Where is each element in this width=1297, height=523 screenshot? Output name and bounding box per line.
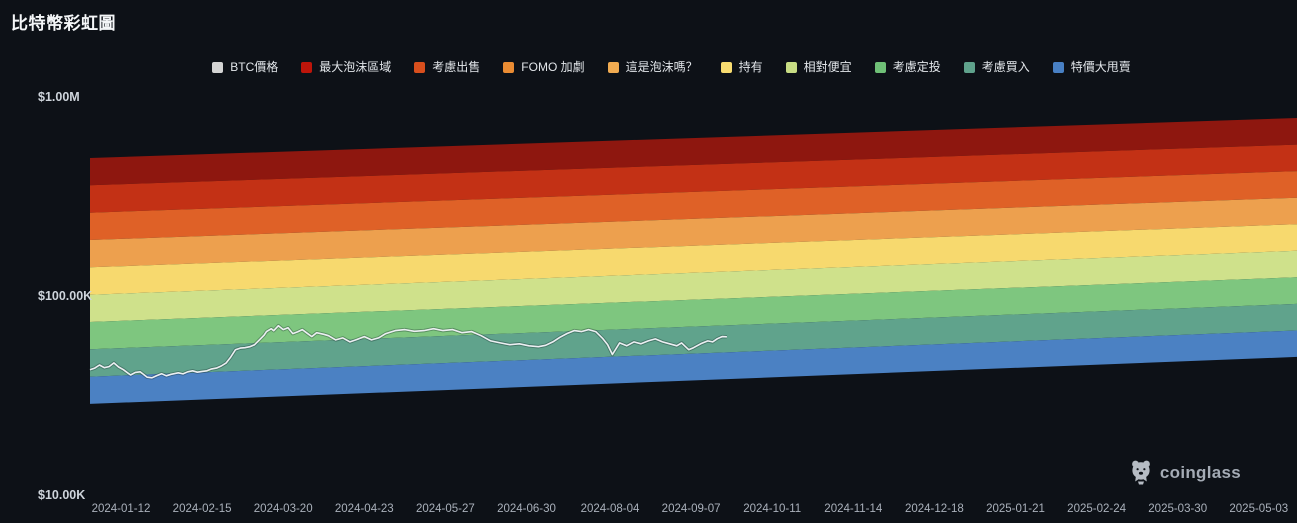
legend-item-1[interactable]: BTC價格 xyxy=(212,61,278,73)
x-axis-label: 2025-05-03 xyxy=(1229,503,1289,515)
y-axis-label: $10.00K xyxy=(38,488,86,502)
legend-swatch-icon xyxy=(785,61,797,73)
y-axis-label: $1.00M xyxy=(38,90,80,104)
legend-item-label: FOMO 加劇 xyxy=(521,60,585,74)
rainbow-band-1 xyxy=(90,118,1297,186)
legend-item-5[interactable]: 這是泡沫嗎？ xyxy=(607,60,698,74)
rainbow-band-8 xyxy=(90,303,1297,377)
rainbow-band-3 xyxy=(90,171,1297,240)
legend-item-label: 相對便宜 xyxy=(803,60,852,74)
legend-item-label: 考慮出售 xyxy=(432,60,481,74)
legend-item-10[interactable]: 特價大甩賣 xyxy=(1052,60,1131,74)
legend-swatch-icon xyxy=(720,61,732,73)
coinglass-logo-text: coinglass xyxy=(1159,462,1241,482)
rainbow-band-9 xyxy=(90,330,1297,404)
legend-item-label: 考慮定投 xyxy=(892,60,941,74)
legend-swatch-icon xyxy=(503,61,515,73)
x-axis-label: 2024-12-18 xyxy=(904,503,964,515)
legend-swatch-icon xyxy=(212,61,224,73)
x-axis-label: 2024-09-07 xyxy=(661,503,721,515)
legend-item-label: 最大泡沫區域 xyxy=(319,60,392,74)
y-axis-label: $100.00K xyxy=(38,289,93,303)
x-axis-label: 2025-02-24 xyxy=(1067,503,1127,515)
legend-item-label: BTC價格 xyxy=(230,60,279,74)
x-axis-label: 2024-04-23 xyxy=(334,503,394,515)
legend-swatch-icon xyxy=(301,61,313,73)
x-axis-label: 2024-01-12 xyxy=(91,503,151,515)
x-axis-label: 2024-03-20 xyxy=(253,503,313,515)
legend-item-label: 考慮買入 xyxy=(981,60,1030,74)
rainbow-band-2 xyxy=(90,144,1297,213)
coinglass-logo-icon xyxy=(1131,460,1150,485)
legend-item-3[interactable]: 考慮出售 xyxy=(414,61,480,73)
coinglass-watermark: coinglass xyxy=(1129,458,1241,486)
legend-swatch-icon xyxy=(963,61,975,73)
x-axis-label: 2024-11-14 xyxy=(824,503,883,515)
page-title: 比特幣彩虹圖 xyxy=(11,14,116,33)
legend-item-7[interactable]: 相對便宜 xyxy=(785,60,852,74)
legend-item-label: 特價大甩賣 xyxy=(1070,60,1131,74)
x-axis-label: 2024-05-27 xyxy=(415,503,475,515)
legend-item-8[interactable]: 考慮定投 xyxy=(874,60,941,74)
x-axis-label: 2025-03-30 xyxy=(1148,503,1208,515)
x-axis-label: 2024-02-15 xyxy=(172,503,232,515)
legend-item-label: 持有 xyxy=(738,60,763,74)
x-axis-label: 2024-08-04 xyxy=(580,503,640,515)
rainbow-band-5 xyxy=(90,224,1297,295)
legend-swatch-icon xyxy=(414,61,426,73)
legend-swatch-icon xyxy=(607,61,619,73)
chart-legend: BTC價格 最大泡沫區域 考慮出售 FOMO 加劇 這是泡沫嗎？ 持有 相對便宜 考慮定投 考慮… xyxy=(0,61,1297,73)
legend-item-9[interactable]: 考慮買入 xyxy=(963,60,1030,74)
x-axis-label: 2024-06-30 xyxy=(497,503,556,515)
x-axis-label: 2025-01-21 xyxy=(986,503,1045,515)
rainbow-band-4 xyxy=(90,197,1297,268)
legend-item-2[interactable]: 最大泡沫區域 xyxy=(301,61,391,73)
legend-swatch-icon xyxy=(1052,61,1064,73)
x-axis-label: 2024-10-11 xyxy=(743,503,802,515)
legend-item-label: 這是泡沫嗎？ xyxy=(625,60,698,74)
legend-item-4[interactable]: FOMO 加劇 xyxy=(503,60,585,74)
legend-swatch-icon xyxy=(874,61,886,73)
rainbow-band-6 xyxy=(90,250,1297,322)
btc-price-line xyxy=(89,324,727,379)
legend-item-6[interactable]: 持有 xyxy=(720,60,763,74)
